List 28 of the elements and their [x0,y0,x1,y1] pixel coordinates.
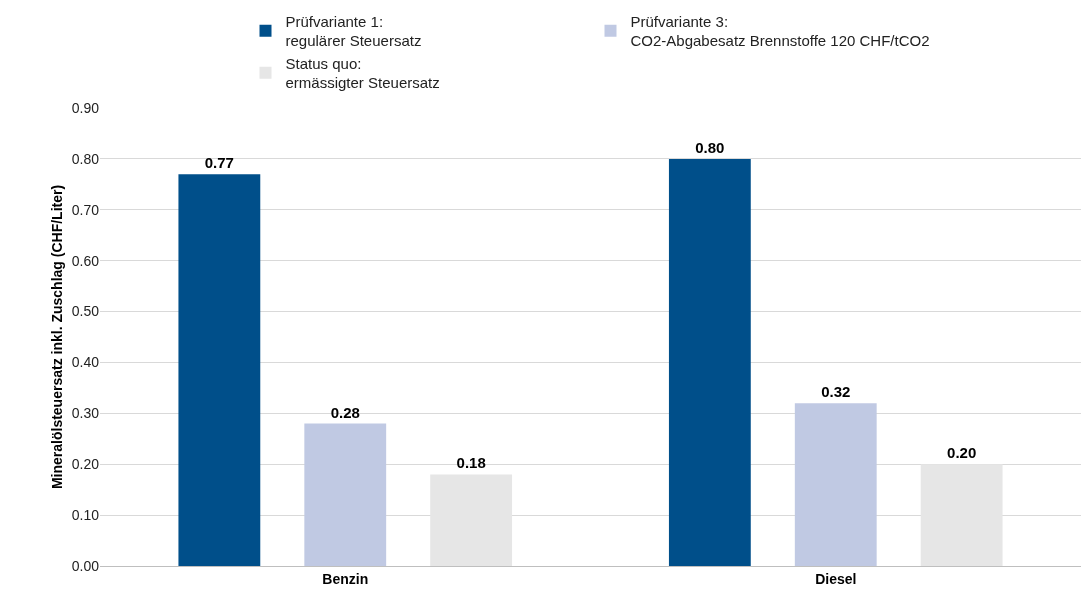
data-label: 0.32 [821,383,851,401]
bar [178,174,261,566]
legend-label: Status quo: ermässigter Steuersatz [285,54,440,92]
bar [304,423,387,566]
y-axis-title: Mineralölsteuersatz inkl. Zuschlag (CHF/Liter) [49,184,65,490]
data-label: 0.77 [204,154,234,172]
y-tick-label: 0.00 [71,557,100,574]
legend-label: Prüfvariante 3: CO2-Abgabesatz Brennstoffe 120 CHF/tCO2 [630,12,930,50]
y-tick-label: 0.30 [71,405,100,422]
y-tick-label: 0.10 [71,507,100,524]
y-tick-label: 0.20 [71,456,100,473]
bar [430,474,513,566]
y-tick-label: 0.60 [71,252,100,269]
data-label: 0.18 [456,454,486,472]
bar [794,403,877,566]
data-label: 0.80 [695,138,725,156]
legend-label: Prüfvariante 1: regulärer Steuersatz [285,12,422,50]
bar [920,464,1003,566]
y-tick-label: 0.80 [71,150,100,167]
y-tick-label: 0.50 [71,303,100,320]
y-tick-label: 0.90 [71,99,100,116]
data-label: 0.28 [330,403,360,421]
x-tick-label: Diesel [815,570,857,587]
y-tick-label: 0.70 [71,201,100,218]
x-tick-label: Benzin [322,570,369,587]
data-label: 0.20 [947,444,977,462]
y-tick-label: 0.40 [71,354,100,371]
bar [668,158,751,566]
